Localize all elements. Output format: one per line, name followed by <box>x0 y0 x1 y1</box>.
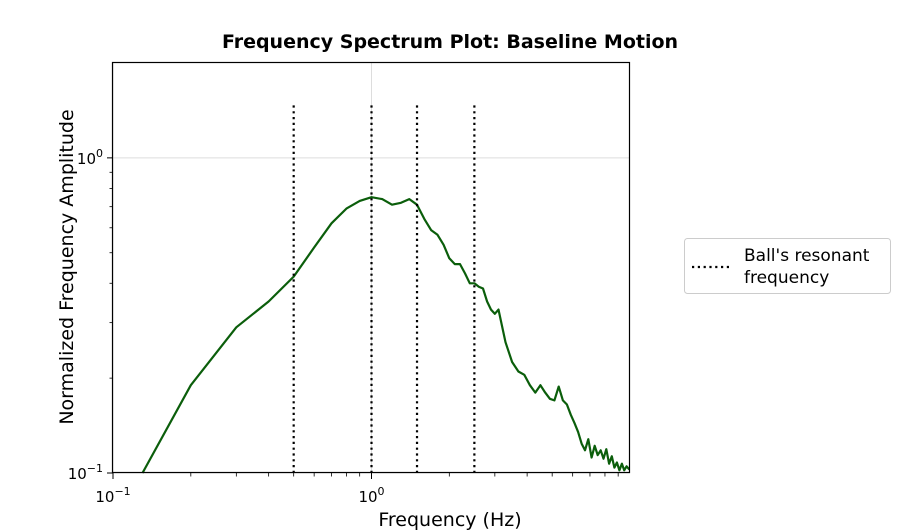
legend-label-line-2: frequency <box>744 268 829 288</box>
y-tick-label: 10−1 <box>68 462 103 483</box>
plot-lines <box>141 196 631 474</box>
legend: Ball's resonant frequency <box>684 238 891 294</box>
chart-title: Frequency Spectrum Plot: Baseline Motion <box>222 31 678 53</box>
legend-box <box>684 238 891 294</box>
x-tick-label: 100 <box>358 485 384 506</box>
legend-label: Ball's resonant frequency <box>744 246 875 288</box>
x-tick-label: 10−1 <box>95 485 130 506</box>
resonant-lines <box>292 102 476 473</box>
spectrum-line-series-1 <box>141 196 631 474</box>
plot-frame <box>111 61 631 474</box>
y-axis-ticks: 10−1 100 <box>68 147 113 483</box>
y-axis-label: Normalized Frequency Amplitude <box>56 109 78 424</box>
x-axis-ticks: 10−1 100 <box>95 473 619 506</box>
y-tick-label: 100 <box>77 147 103 168</box>
x-axis-label: Frequency (Hz) <box>378 509 521 531</box>
legend-label-line-1: Ball's resonant <box>744 246 870 266</box>
